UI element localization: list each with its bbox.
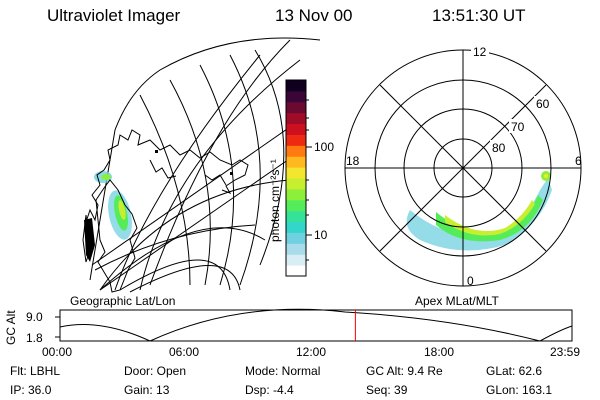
timeline-ytick-1: 1.8: [26, 331, 43, 345]
coast-detail: [84, 150, 233, 262]
mlat-label-80: 80: [492, 141, 506, 155]
header-time: 13:51:30 UT: [432, 6, 526, 25]
footer-door: Door: Open: [124, 364, 187, 378]
left-panel-label: Geographic Lat/Lon: [70, 294, 175, 308]
colorbar-segment: [286, 90, 306, 103]
polar-plot: 12 18 6 0 60 70 80: [344, 44, 582, 288]
footer-ip: IP: 36.0: [10, 383, 52, 397]
mlt-label-18: 18: [346, 154, 360, 168]
colorbar-segment: [286, 145, 306, 157]
footer-gc-alt: GC Alt: 9.4 Re: [366, 364, 443, 378]
colorbar-segment: [286, 80, 306, 92]
colorbar-segment: [286, 254, 306, 266]
colorbar: 100 10 photon cm⁻²s⁻¹: [268, 79, 334, 277]
colorbar-segment: [286, 134, 306, 146]
timeline-xtick-0600: 06:00: [169, 345, 199, 359]
colorbar-segment: [286, 156, 306, 168]
header-date: 13 Nov 00: [275, 6, 353, 25]
orbit-timeline: 9.0 1.8 GC Alt 00:00 06:00 12:00 18:00 2…: [4, 308, 580, 359]
colorbar-tick-10: 10: [314, 228, 328, 242]
footer-gain: Gain: 13: [124, 383, 170, 397]
timeline-xtick-1800: 18:00: [424, 345, 454, 359]
geographic-map-panel: [82, 37, 321, 293]
timeline-xtick-2359: 23:59: [550, 345, 580, 359]
mlt-label-0: 0: [467, 274, 474, 288]
mlt-label-12: 12: [473, 45, 487, 59]
footer-flt: Flt: LBHL: [10, 364, 61, 378]
footer-mode: Mode: Normal: [245, 364, 321, 378]
colorbar-segment: [286, 221, 306, 233]
colorbar-segment: [286, 112, 306, 125]
timeline-ytick-9: 9.0: [26, 310, 43, 324]
colorbar-tick-100: 100: [314, 140, 334, 154]
mlat-label-60: 60: [536, 97, 550, 111]
right-panel-label: Apex MLat/MLT: [415, 294, 499, 308]
footer-glat: GLat: 62.6: [486, 364, 543, 378]
mlt-label-6: 6: [575, 154, 582, 168]
footer-dsp: Dsp: -4.4: [245, 383, 294, 397]
colorbar-segment: [286, 188, 306, 201]
instrument-title: Ultraviolet Imager: [47, 6, 181, 25]
colorbar-segment: [286, 178, 306, 190]
colorbar-segment: [286, 123, 306, 135]
footer-glon: GLon: 163.1: [486, 383, 553, 397]
colorbar-segment: [286, 265, 306, 277]
timeline-xtick-1200: 12:00: [296, 345, 326, 359]
colorbar-unit-label: photon cm⁻²s⁻¹: [268, 159, 282, 242]
colorbar-segment: [286, 101, 306, 114]
footer-seq: Seq: 39: [366, 383, 408, 397]
mlat-label-70: 70: [511, 120, 525, 134]
left-aurora-emission: [94, 171, 132, 240]
colorbar-segment: [286, 210, 306, 223]
colorbar-segment: [286, 232, 306, 244]
timeline-xtick-0000: 00:00: [42, 345, 72, 359]
colorbar-segment: [286, 199, 306, 212]
timeline-y-label: GC Alt: [4, 310, 18, 345]
colorbar-segment: [286, 167, 306, 179]
colorbar-segment: [286, 243, 306, 255]
right-aurora-oval: [406, 171, 552, 251]
